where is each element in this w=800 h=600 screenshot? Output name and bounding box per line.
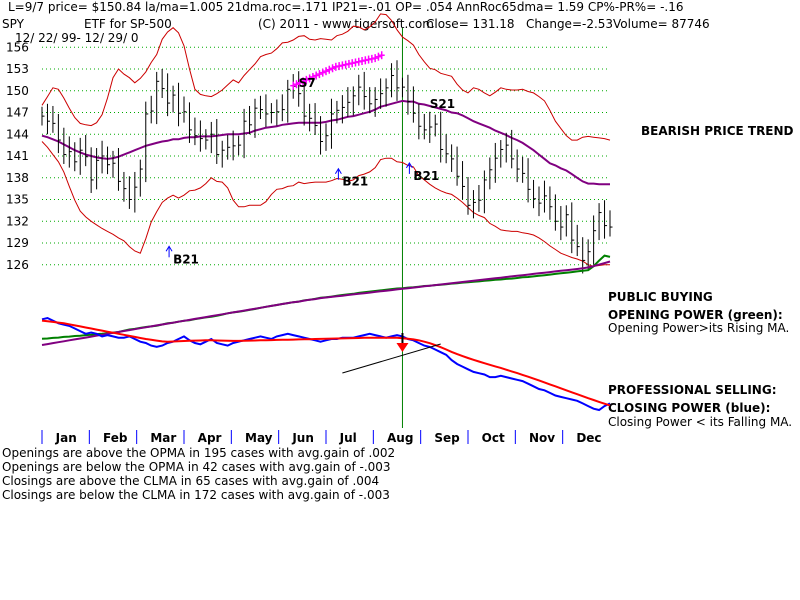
signal-arrow-head (396, 343, 409, 352)
ticker: SPY (2, 17, 24, 31)
stat-line-2: Openings are below the OPMA in 42 cases … (2, 460, 391, 474)
y-tick-label: 135 (6, 193, 29, 207)
signal-label: S7 (299, 76, 316, 90)
month-label: Nov (529, 431, 555, 445)
y-tick-label: 156 (6, 40, 29, 54)
month-label: Jun (291, 431, 314, 445)
change-value: Change=-2.53 (526, 17, 614, 31)
fund-name: ETF for SP-500 (84, 17, 172, 31)
month-label: Oct (482, 431, 505, 445)
signal-label: B21 (173, 252, 199, 266)
buy-arrow-head (405, 161, 413, 169)
buy-arrow-head (334, 167, 342, 174)
date-range: 12/ 22/ 99- 12/ 29/ 0 (15, 31, 139, 45)
buy-arrow-head (165, 245, 173, 252)
month-label: Jul (339, 431, 357, 445)
y-tick-label: 153 (6, 62, 29, 76)
volume-value: Volume= 87746 (613, 17, 710, 31)
signal-label: B21 (413, 169, 439, 183)
lower-band-line (41, 141, 610, 267)
month-label: Aug (387, 431, 413, 445)
y-tick-label: 141 (6, 149, 29, 163)
opening-power-desc: Opening Power>its Rising MA. (608, 321, 790, 335)
bearish-trend-label: BEARISH PRICE TREND (641, 124, 794, 138)
copyright: (C) 2011 - www.tigersoft.com (258, 17, 434, 31)
upper-band-line (41, 13, 611, 141)
status-line: L=9/7 price= $150.84 la/ma=1.005 21dma.r… (8, 0, 684, 14)
month-label: Dec (576, 431, 601, 445)
month-label: Jan (55, 431, 77, 445)
moving-average-line (41, 99, 610, 186)
y-tick-label: 129 (6, 236, 29, 250)
y-tick-label: 138 (6, 171, 29, 185)
closing-power-label: CLOSING POWER (blue): (608, 401, 771, 415)
stat-line-1: Openings are above the OPMA in 195 cases… (2, 446, 396, 460)
month-label: May (245, 431, 273, 445)
month-label: Feb (103, 431, 128, 445)
month-label: Mar (150, 431, 176, 445)
stat-line-3: Closings are above the CLMA in 65 cases … (2, 474, 380, 488)
closing-power-ma-line (41, 319, 611, 407)
month-label: Apr (198, 431, 222, 445)
close-value: Close= 131.18 (426, 17, 515, 31)
opening-power-ma-line (41, 260, 611, 346)
y-tick-label: 147 (6, 106, 29, 120)
signal-label: S21 (430, 97, 455, 111)
y-tick-label: 144 (6, 127, 29, 141)
stat-line-4: Closings are below the CLMA in 172 cases… (2, 488, 390, 502)
y-tick-label: 126 (6, 258, 29, 272)
y-tick-label: 132 (6, 214, 29, 228)
opening-power-label: OPENING POWER (green): (608, 308, 783, 322)
closing-power-desc: Closing Power < its Falling MA. (608, 415, 793, 429)
closing-power-line (41, 316, 611, 412)
month-label: Sep (434, 431, 460, 445)
trend-line (342, 343, 441, 374)
signal-label: B21 (342, 175, 368, 189)
y-tick-label: 150 (6, 84, 29, 98)
professional-selling-label: PROFESSIONAL SELLING: (608, 383, 777, 397)
public-buying-label: PUBLIC BUYING (608, 290, 713, 304)
